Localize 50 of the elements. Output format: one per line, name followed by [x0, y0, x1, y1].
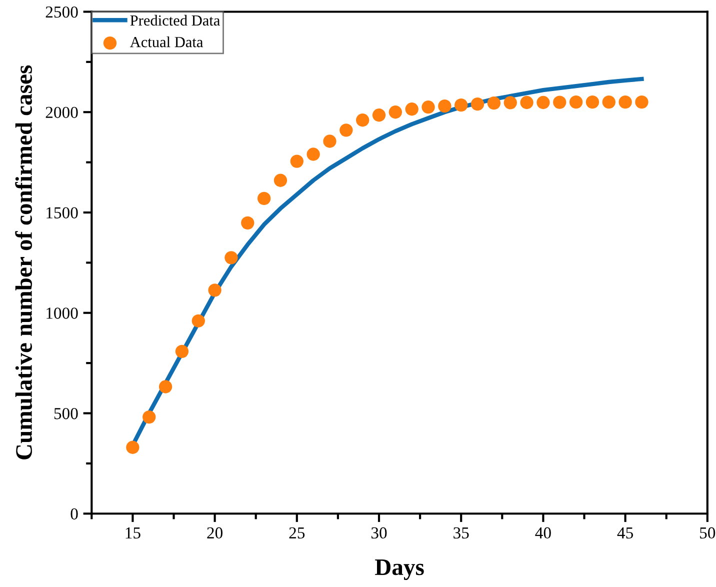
x-axis-title: Days [375, 559, 424, 580]
x-tick-label: 35 [454, 527, 469, 539]
x-tick-label: 25 [289, 527, 305, 539]
point [388, 106, 402, 119]
x-tick-label: 15 [126, 527, 140, 539]
point [470, 98, 484, 111]
point [520, 96, 534, 110]
point [438, 100, 452, 113]
point [504, 96, 517, 110]
y-tick-label: 2500 [46, 6, 78, 18]
x-tick-label: 50 [700, 527, 716, 539]
point [192, 314, 205, 328]
point [257, 192, 271, 206]
point [487, 96, 501, 110]
point [405, 102, 418, 116]
point [323, 134, 336, 148]
legend-label: Predicted Data [130, 14, 220, 26]
y-tick-label: 2000 [46, 106, 78, 118]
point [126, 440, 140, 454]
point [356, 114, 370, 127]
point [422, 100, 435, 114]
y-tick-label: 500 [54, 408, 78, 420]
point [372, 108, 386, 122]
point [175, 344, 189, 358]
point [536, 96, 550, 110]
y-tick-label: 1500 [46, 207, 78, 218]
point [454, 98, 468, 112]
x-tick-label: 20 [207, 527, 222, 539]
legend-label: Actual Data [130, 36, 204, 48]
x-tick-label: 30 [371, 527, 387, 539]
y-tick-label: 1000 [46, 308, 78, 319]
y-tick-label: 0 [70, 508, 78, 520]
point [586, 95, 600, 109]
point [290, 154, 304, 168]
point [224, 251, 238, 264]
x-tick-label: 45 [617, 527, 633, 539]
point [340, 124, 353, 137]
point [553, 96, 566, 109]
point [208, 284, 222, 297]
point [306, 148, 320, 161]
x-tick-label: 40 [535, 527, 551, 539]
point [241, 216, 254, 230]
point [274, 174, 288, 187]
point [602, 95, 616, 109]
point [618, 95, 632, 109]
point [158, 380, 172, 394]
y-axis-title: Cumulative number of confirmed cases [15, 65, 32, 460]
point [142, 410, 156, 424]
point [569, 95, 583, 109]
point [635, 95, 648, 109]
